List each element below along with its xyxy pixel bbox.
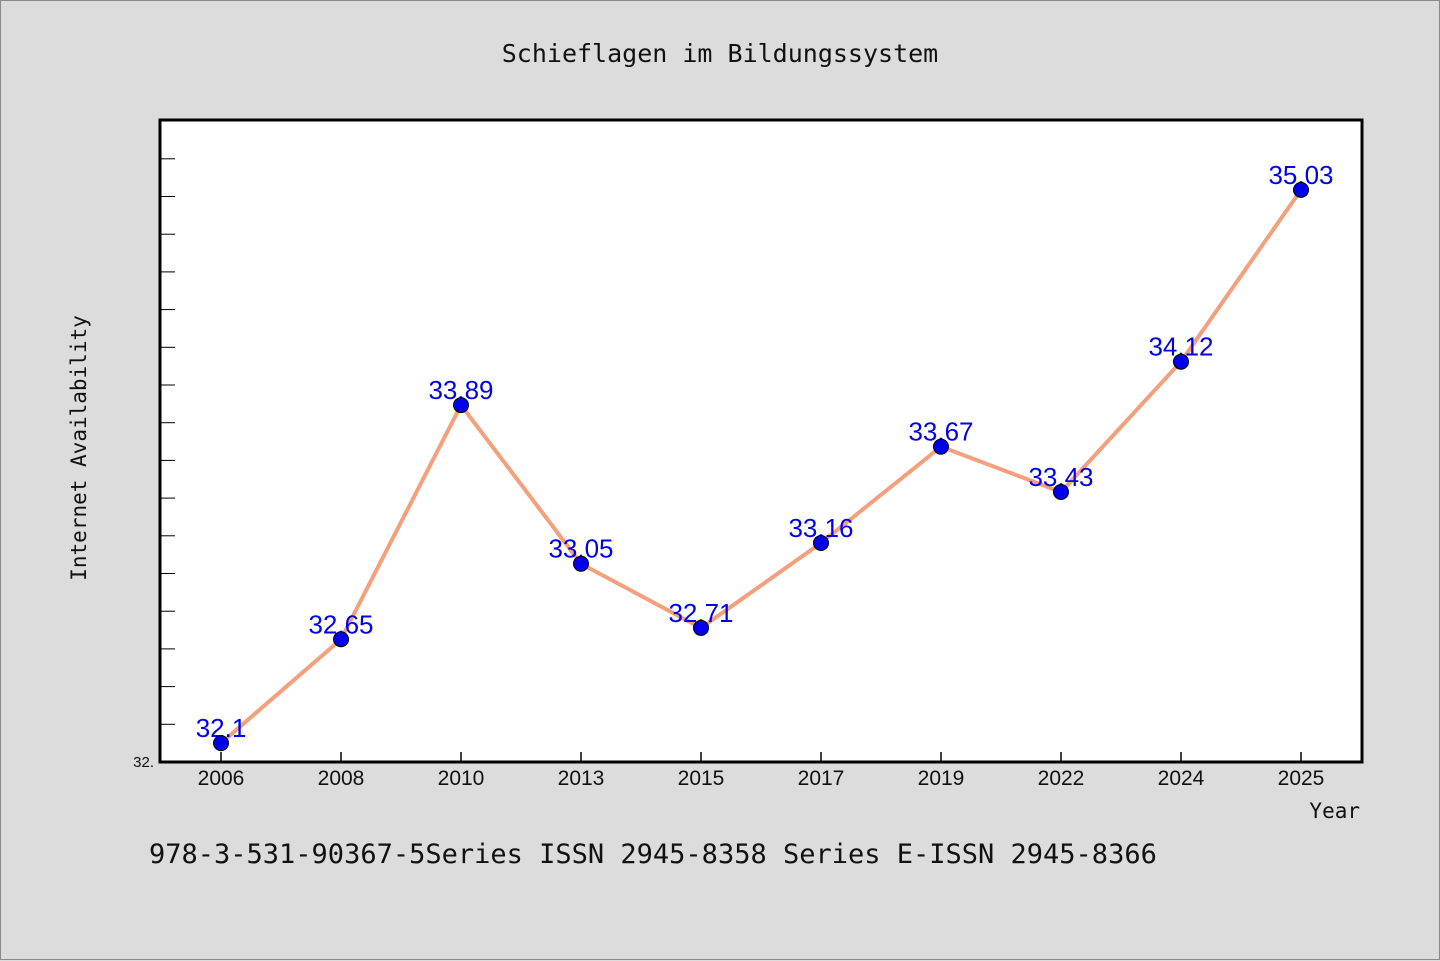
x-tick-label: 2006	[198, 767, 245, 790]
data-point	[453, 397, 469, 414]
series-line-group	[219, 187, 1303, 746]
x-tick-label: 2015	[678, 767, 725, 790]
data-point	[1293, 181, 1309, 198]
chart-title: Schieflagen im Bildungssystem	[502, 39, 939, 68]
footer-isbn-issn: 978-3-531-90367-5Series ISSN 2945-8358 S…	[149, 839, 1157, 870]
x-tick-label: 2008	[318, 767, 365, 790]
data-point	[1053, 483, 1069, 500]
y-axis-label: Internet Availability	[67, 315, 91, 581]
data-point	[573, 555, 589, 572]
x-tick-label: 2022	[1038, 767, 1085, 790]
x-tick-label: 2010	[438, 767, 485, 790]
x-tick-label: 2017	[798, 767, 845, 790]
data-point	[333, 631, 349, 648]
y-axis-ticks	[160, 158, 175, 725]
x-tick-label: 2025	[1278, 767, 1325, 790]
x-axis-ticks: 2006 2008 2010 2013 2015 2017 2019 2022 2024 2025	[198, 752, 1325, 790]
data-point	[933, 438, 949, 455]
data-points-group	[213, 181, 1309, 752]
x-tick-label: 2019	[918, 767, 965, 790]
data-point	[813, 534, 829, 551]
x-tick-label: 2024	[1158, 767, 1205, 790]
data-point	[213, 735, 229, 752]
data-point	[693, 619, 709, 636]
x-axis-label: Year	[1309, 799, 1360, 823]
data-point	[1173, 353, 1189, 370]
plot-area	[158, 118, 1364, 764]
x-tick-label: 2013	[558, 767, 605, 790]
series-line	[219, 187, 1303, 746]
y-tick-label: 32.	[133, 754, 154, 771]
